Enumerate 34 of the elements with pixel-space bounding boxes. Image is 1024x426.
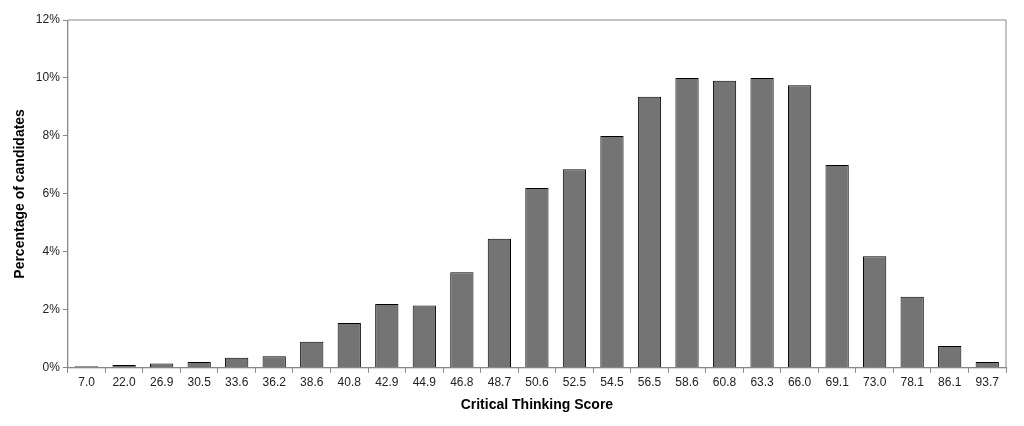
x-tick-label: 56.5 bbox=[637, 375, 662, 390]
x-tick-label: 66.0 bbox=[787, 375, 812, 390]
x-tick-label: 50.6 bbox=[525, 375, 549, 390]
y-tick-label: 10% bbox=[35, 70, 61, 85]
x-tick-label: 58.6 bbox=[675, 375, 700, 390]
x-tick-label: 7.0 bbox=[78, 375, 96, 390]
x-tick-label: 40.8 bbox=[337, 375, 362, 390]
x-tick-label: 42.9 bbox=[375, 375, 399, 390]
x-tick-label: 60.8 bbox=[712, 375, 737, 390]
x-tick-label: 22.0 bbox=[112, 375, 137, 390]
x-tick-label: 54.5 bbox=[600, 375, 624, 390]
y-tick-label: 6% bbox=[42, 186, 61, 201]
x-tick-label: 86.1 bbox=[938, 375, 962, 390]
x-axis-title: Critical Thinking Score bbox=[460, 396, 614, 413]
y-tick-label: 2% bbox=[42, 302, 61, 317]
y-tick-label: 8% bbox=[42, 128, 61, 143]
x-tick-label: 48.7 bbox=[487, 375, 512, 390]
x-tick-label: 44.9 bbox=[412, 375, 437, 390]
x-tick-label: 93.7 bbox=[975, 375, 1000, 390]
y-tick-label: 4% bbox=[42, 244, 61, 259]
x-tick-label: 73.0 bbox=[862, 375, 887, 390]
y-tick-label: 0% bbox=[42, 360, 61, 375]
x-tick-label: 69.1 bbox=[825, 375, 850, 390]
y-axis-title: Percentage of candidates bbox=[11, 108, 28, 279]
x-tick-label: 36.2 bbox=[262, 375, 287, 390]
x-tick-label: 30.5 bbox=[187, 375, 212, 390]
x-tick-label: 52.5 bbox=[562, 375, 587, 390]
x-tick-label: 63.3 bbox=[750, 375, 775, 390]
x-tick-label: 38.6 bbox=[300, 375, 324, 390]
x-tick-label: 78.1 bbox=[900, 375, 925, 390]
x-tick-label: 46.8 bbox=[450, 375, 474, 390]
x-tick-label: 33.6 bbox=[225, 375, 249, 390]
y-tick-label: 12% bbox=[35, 12, 61, 27]
x-tick-label: 26.9 bbox=[149, 375, 174, 390]
